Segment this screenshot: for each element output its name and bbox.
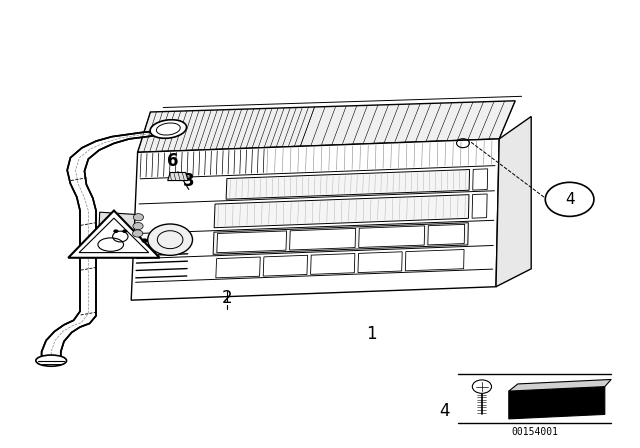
Polygon shape — [289, 228, 356, 250]
Circle shape — [113, 229, 118, 233]
Polygon shape — [214, 194, 469, 228]
Text: 2: 2 — [222, 289, 232, 307]
Polygon shape — [42, 131, 179, 358]
Text: 4: 4 — [564, 192, 575, 207]
Polygon shape — [358, 226, 425, 247]
Circle shape — [141, 238, 148, 243]
Polygon shape — [217, 231, 287, 253]
Polygon shape — [213, 223, 468, 254]
Text: 6: 6 — [167, 152, 179, 170]
Polygon shape — [405, 250, 464, 271]
Text: 1: 1 — [366, 325, 376, 343]
Circle shape — [148, 224, 193, 255]
Polygon shape — [428, 224, 465, 245]
Polygon shape — [216, 257, 260, 278]
Polygon shape — [263, 255, 308, 276]
Text: 5: 5 — [132, 231, 143, 249]
Polygon shape — [68, 211, 159, 258]
Polygon shape — [131, 139, 499, 300]
Polygon shape — [138, 101, 515, 152]
Text: 3: 3 — [183, 172, 195, 190]
Polygon shape — [473, 169, 488, 190]
Polygon shape — [358, 252, 402, 272]
Circle shape — [545, 182, 594, 216]
Polygon shape — [99, 212, 135, 238]
Text: 4: 4 — [440, 402, 450, 420]
Polygon shape — [472, 194, 487, 218]
Polygon shape — [496, 116, 531, 287]
Circle shape — [133, 214, 143, 221]
Circle shape — [133, 223, 143, 230]
Text: 00154001: 00154001 — [511, 427, 558, 437]
Circle shape — [132, 230, 143, 237]
Polygon shape — [509, 379, 611, 391]
Circle shape — [122, 229, 127, 233]
Polygon shape — [310, 254, 355, 274]
Polygon shape — [226, 169, 470, 199]
Polygon shape — [168, 172, 188, 181]
Ellipse shape — [150, 120, 186, 138]
Polygon shape — [509, 387, 605, 419]
Ellipse shape — [36, 355, 67, 366]
